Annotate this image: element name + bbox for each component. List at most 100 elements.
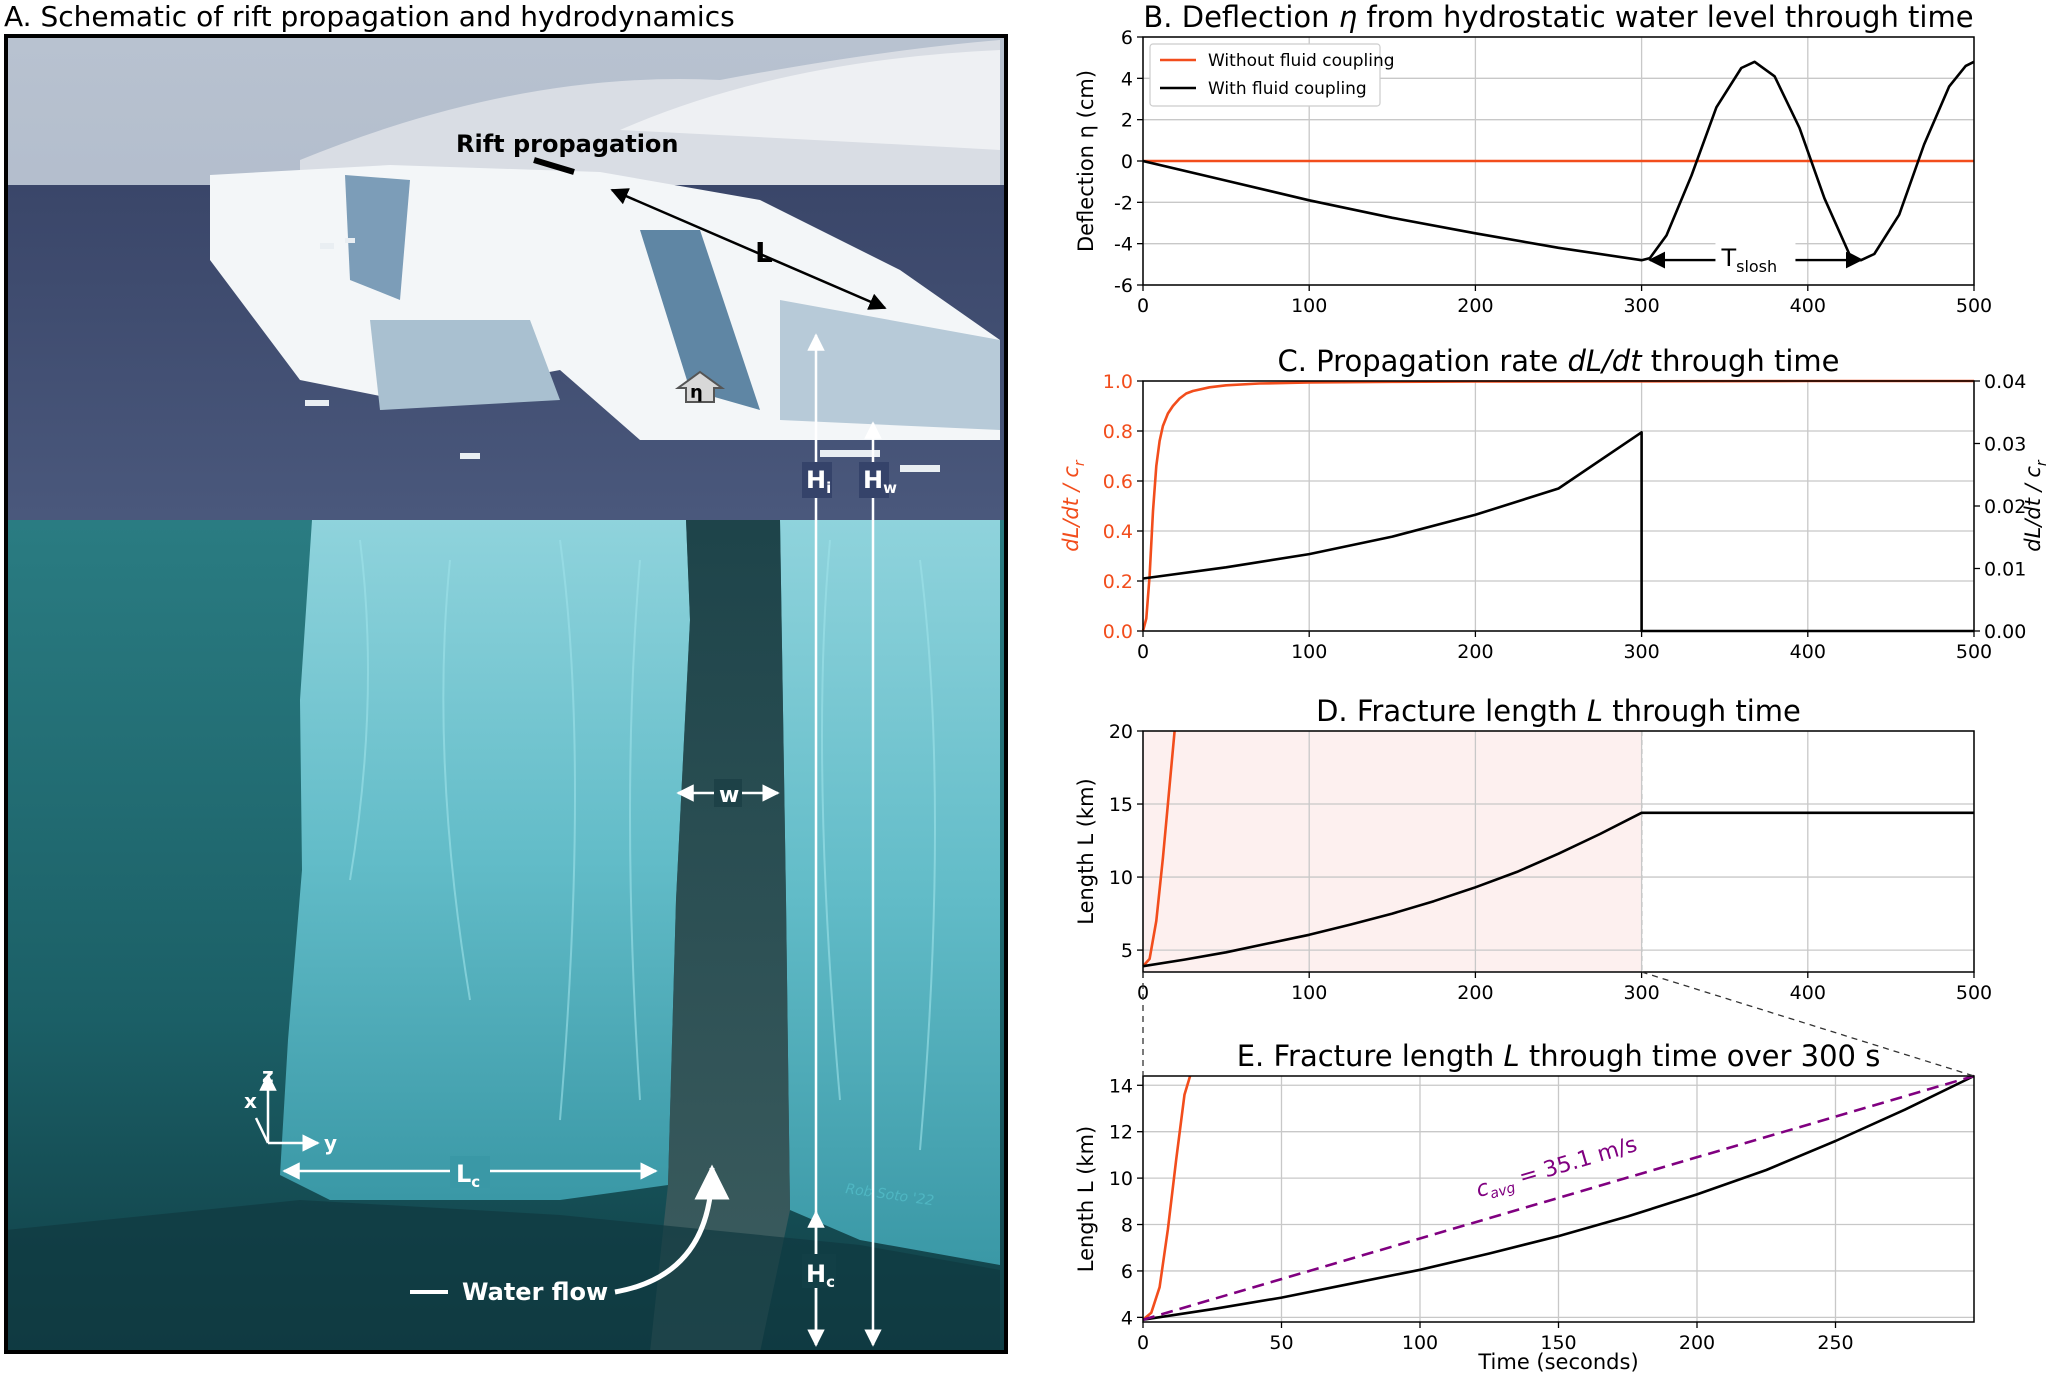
series-line-with-fluid-coupling (1142, 60, 1975, 262)
x-tick-label: 100 (1291, 982, 1327, 1004)
c-avg-label: cavg = 35.1 m/s (1473, 1132, 1641, 1206)
eta-label: η (690, 382, 703, 403)
hc-label: Hc (806, 1260, 835, 1291)
y-right-tick-label: 0.02 (1984, 496, 2026, 518)
lc-label: Lc (456, 1160, 480, 1191)
y-axis-label: Length L (km) (1074, 778, 1098, 925)
panel-title: C. Propagation rate dL/dt through time (1278, 344, 1840, 378)
y-axis-label: Length L (km) (1074, 1126, 1098, 1273)
axis-x-line (254, 1117, 270, 1144)
x-tick-label: 0 (1137, 641, 1149, 663)
y-tick-label: -2 (1114, 192, 1133, 214)
hw-label: Hw (863, 466, 897, 497)
schematic-annotations: Rift propagation L η Hi Hw w Lc Hc Water (244, 130, 935, 1347)
y-tick-label: 10 (1109, 867, 1133, 889)
x-tick-label: 0 (1137, 982, 1149, 1004)
x-axis-label: Time (seconds) (1477, 1350, 1638, 1374)
x-tick-label: 400 (1790, 982, 1826, 1004)
y-tick-label: 0.6 (1103, 471, 1133, 493)
y-tick-label: 15 (1109, 794, 1133, 816)
y-tick-label: 14 (1109, 1075, 1133, 1097)
y-tick-label: 6 (1121, 1261, 1133, 1283)
y-tick-label: -4 (1114, 234, 1133, 256)
x-tick-label: 100 (1291, 641, 1327, 663)
y-tick-label: 6 (1121, 27, 1133, 49)
x-tick-label: 400 (1790, 295, 1826, 317)
series-line-without-fluid-coupling (1142, 1075, 1192, 1321)
connector-right (1641, 971, 1975, 1077)
x-tick-label: 300 (1623, 295, 1659, 317)
y-tick-label: 4 (1121, 68, 1133, 90)
x-tick-label: 200 (1457, 295, 1493, 317)
x-tick-label: 0 (1137, 295, 1149, 317)
x-tick-label: 250 (1817, 1332, 1853, 1354)
series-line-c-avg (1142, 1074, 1975, 1321)
x-tick-label: 50 (1269, 1332, 1293, 1354)
water-flow-arrow (614, 1164, 730, 1295)
y-tick-label: 0.4 (1103, 521, 1133, 543)
legend: Without fluid coupling With fluid couplin… (1149, 43, 1395, 107)
plot-frame (1142, 1075, 1975, 1323)
y-tick-label: 8 (1121, 1215, 1133, 1237)
x-tick-label: 200 (1457, 641, 1493, 663)
panel-title: E. Fracture length L through time over 3… (1237, 1039, 1881, 1073)
axis-z-label: z (262, 1063, 274, 1087)
series-line-with-fluid-coupling (1142, 1074, 1975, 1321)
y-axis-label-left: dL/dt / cr (1059, 459, 1088, 552)
x-tick-label: 300 (1623, 641, 1659, 663)
x-tick-label: 300 (1623, 982, 1659, 1004)
y-tick-label: 20 (1109, 721, 1133, 743)
water-flow-label: Water flow (462, 1278, 608, 1306)
y-tick-label: 2 (1121, 110, 1133, 132)
y-tick-label: 0.8 (1103, 421, 1133, 443)
x-tick-label: 500 (1956, 641, 1992, 663)
shaded-region (1143, 731, 1642, 972)
plot-frame (1142, 380, 1975, 632)
legend-entry: With fluid coupling (1208, 79, 1367, 99)
x-tick-label: 0 (1137, 1332, 1149, 1354)
w-label: w (719, 783, 739, 808)
y-tick-label: 0 (1121, 151, 1133, 173)
rift-direction-arrow (533, 157, 575, 175)
series-line-with-fluid-coupling (1142, 431, 1974, 633)
panel-d-chart: 0 100 200 300 400 500 5 10 15 20 D. Fracture lengt… (1074, 694, 1992, 1004)
axis-y-label: y (324, 1131, 337, 1155)
panel-c-chart: 0 100 200 300 400 500 0.0 0.2 0.4 0.6 0.8 1.0 0.00 0.… (1059, 344, 2050, 663)
length-l-arrow (610, 188, 887, 310)
eta-arrow-icon (674, 370, 726, 403)
y-right-tick-label: 0.03 (1984, 434, 2026, 456)
panel-e-chart: 0 50 100 150 200 250 4 6 8 10 12 14 E. Fracture leng… (1074, 1039, 1975, 1374)
plot-frame (1142, 730, 1975, 973)
series-line-with-fluid-coupling (1142, 811, 1974, 968)
legend-entry: Without fluid coupling (1208, 51, 1395, 71)
panel-title: B. Deflection η from hydrostatic water l… (1143, 0, 1973, 34)
y-tick-label: 0.2 (1103, 571, 1133, 593)
x-tick-label: 100 (1291, 295, 1327, 317)
series-line-without-fluid-coupling (1142, 730, 1176, 968)
plot-frame (1142, 36, 1975, 286)
x-tick-label: 200 (1457, 982, 1493, 1004)
y-tick-label: 10 (1109, 1168, 1133, 1190)
x-tick-label: 500 (1956, 982, 1992, 1004)
panel-b-chart: 0 100 200 300 400 500 -6 -4 -2 0 2 4 6 B. Deflection … (1074, 0, 1992, 317)
y-axis-label-right: dL/dt / cr (2021, 459, 2050, 552)
x-tick-label: 100 (1402, 1332, 1438, 1354)
y-tick-label: 4 (1121, 1307, 1133, 1329)
y-right-tick-label: 0.01 (1984, 559, 2026, 581)
y-axis-label: Deflection η (cm) (1074, 70, 1098, 252)
y-right-tick-label: 0.04 (1984, 371, 2026, 393)
x-tick-label: 150 (1540, 1332, 1576, 1354)
panel-a: A. Schematic of rift propagation and hyd… (4, 0, 1008, 1354)
tslosh-label-bg (1715, 242, 1796, 273)
y-right-tick-label: 0.00 (1984, 621, 2026, 643)
y-tick-label: 1.0 (1103, 371, 1133, 393)
length-l-label: L (755, 236, 773, 269)
x-tick-label: 500 (1956, 295, 1992, 317)
x-tick-label: 200 (1679, 1332, 1715, 1354)
y-tick-label: -6 (1114, 275, 1133, 297)
tslosh-label: Tslosh (1720, 244, 1777, 276)
y-tick-label: 5 (1121, 940, 1133, 962)
legend-box (1149, 43, 1381, 107)
rift-propagation-label: Rift propagation (456, 130, 679, 158)
